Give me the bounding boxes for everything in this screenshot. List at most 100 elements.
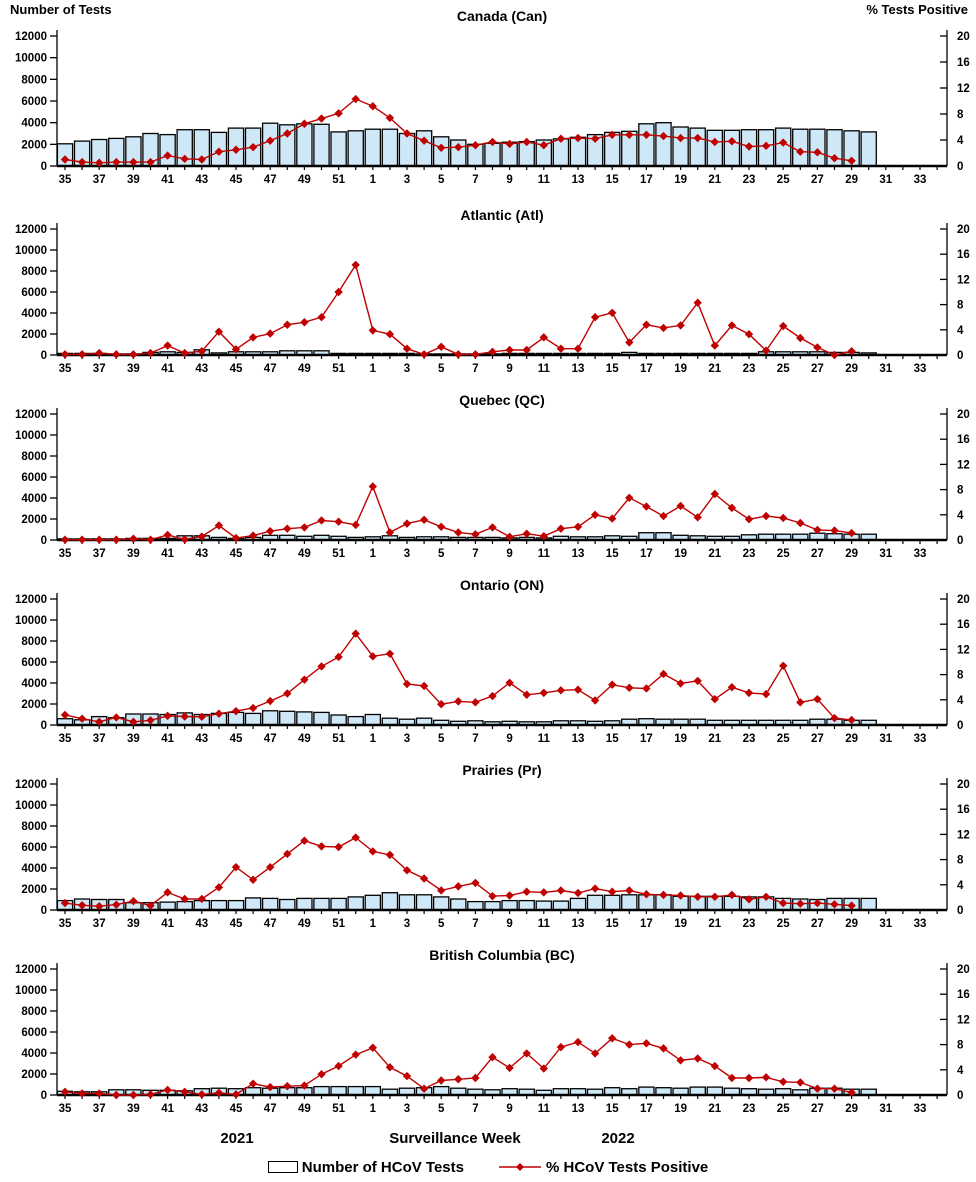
- bar-week-49: [296, 711, 313, 726]
- pct-marker-week-36: [77, 157, 87, 167]
- pct-marker-week-43: [197, 347, 206, 356]
- left-axis-tick: 8000: [21, 266, 47, 278]
- bar-week-48: [279, 898, 296, 911]
- left-axis-tick: 4000: [21, 863, 47, 875]
- pct-marker-week-35: [60, 710, 70, 720]
- pct-marker-week-21: [710, 489, 719, 499]
- left-axis-tick: 0: [41, 1090, 47, 1102]
- bar-week-45: [227, 899, 245, 911]
- week-label: 9: [506, 733, 512, 745]
- pct-marker-week-15: [608, 887, 617, 896]
- bar-week-17: [638, 123, 655, 167]
- week-label: 49: [298, 548, 311, 560]
- week-label: 47: [264, 918, 277, 930]
- right-axis-tick: 12: [957, 459, 970, 471]
- pct-marker-week-50: [317, 1070, 326, 1079]
- pct-marker-week-14: [590, 884, 600, 893]
- week-label: 47: [264, 733, 277, 745]
- left-axis-tick: 6000: [21, 1027, 47, 1039]
- bar-week-51: [330, 714, 347, 726]
- right-axis-tick: 16: [957, 57, 970, 69]
- week-label: 31: [879, 733, 892, 745]
- left-axis-tick: 10000: [15, 615, 47, 627]
- right-axis-tick: 12: [957, 1014, 970, 1026]
- pct-marker-week-43: [197, 1090, 206, 1099]
- legend-item-tests: Number of HCoV Tests: [267, 1158, 464, 1176]
- left-axis-tick: 2000: [21, 1069, 47, 1081]
- week-label: 41: [161, 1103, 174, 1115]
- pct-marker-week-7: [471, 698, 480, 707]
- pct-marker-week-39: [129, 157, 138, 167]
- pct-marker-week-36: [77, 535, 87, 544]
- right-axis-tick: 8: [957, 485, 964, 497]
- pct-marker-week-18: [659, 1044, 668, 1053]
- week-label: 37: [93, 733, 106, 745]
- left-axis-tick: 6000: [21, 96, 47, 108]
- panel-title: Canada (Can): [457, 8, 547, 24]
- left-axis-tick: 4000: [21, 118, 47, 130]
- pct-marker-week-37: [95, 535, 104, 544]
- week-label: 43: [195, 174, 208, 186]
- left-axis-tick: 8000: [21, 821, 47, 833]
- week-label: 33: [914, 174, 927, 186]
- left-axis-tick: 8000: [21, 636, 47, 648]
- pct-marker-week-26: [796, 147, 805, 156]
- bar-week-50: [313, 897, 330, 911]
- bar-week-25: [774, 127, 792, 167]
- left-axis-tick: 8000: [21, 451, 47, 463]
- pct-marker-week-19: [676, 133, 685, 143]
- right-axis-tick: 20: [957, 964, 970, 976]
- week-label: 27: [811, 1103, 824, 1115]
- week-label: 11: [538, 1103, 551, 1115]
- week-label: 21: [708, 174, 721, 186]
- pct-marker-week-10: [522, 1049, 531, 1058]
- week-label: 13: [572, 363, 585, 375]
- pct-marker-week-47: [266, 329, 275, 338]
- right-axis-tick: 4: [957, 1065, 964, 1077]
- pct-marker-week-3: [402, 679, 412, 689]
- pct-marker-week-42: [180, 535, 189, 544]
- left-axis-tick: 0: [41, 720, 47, 732]
- pct-marker-week-12: [556, 1042, 566, 1052]
- bar-week-27: [809, 128, 826, 167]
- pct-marker-week-15: [608, 514, 617, 523]
- week-label: 45: [230, 174, 243, 186]
- pct-marker-week-42: [180, 1087, 189, 1097]
- week-label: 35: [59, 174, 72, 186]
- legend-bar-label: Number of HCoV Tests: [301, 1158, 464, 1176]
- week-label: 17: [640, 548, 653, 560]
- pct-marker-week-16: [625, 130, 634, 139]
- week-label: 7: [472, 733, 478, 745]
- week-label: 33: [914, 363, 927, 375]
- year-label-2022: 2022: [601, 1130, 635, 1147]
- legend-item-pct-positive: % HCoV Tests Positive: [498, 1159, 708, 1176]
- left-axis-tick: 6000: [21, 657, 47, 669]
- bar-week-46: [244, 712, 262, 726]
- week-label: 39: [127, 733, 140, 745]
- left-axis-tick: 4000: [21, 678, 47, 690]
- pct-marker-week-18: [659, 323, 668, 333]
- pct-marker-week-50: [317, 516, 326, 525]
- pct-marker-week-17: [642, 320, 651, 329]
- week-label: 29: [845, 918, 858, 930]
- week-label: 21: [708, 548, 721, 560]
- pct-marker-week-18: [659, 131, 668, 141]
- week-label: 35: [59, 1103, 72, 1115]
- pct-marker-week-22: [727, 683, 737, 692]
- right-axis-tick: 8: [957, 855, 964, 867]
- week-label: 25: [777, 174, 790, 186]
- pct-marker-week-11: [539, 141, 548, 150]
- pct-marker-week-2: [385, 113, 395, 123]
- pct-marker-week-13: [573, 685, 583, 694]
- left-axis-tick: 10000: [15, 985, 47, 997]
- right-axis-tick: 20: [957, 409, 970, 421]
- pct-marker-week-51: [334, 1061, 343, 1071]
- pct-marker-week-10: [522, 137, 531, 147]
- left-axis-tick: 6000: [21, 472, 47, 484]
- bar-week-20: [689, 127, 706, 167]
- pct-marker-week-2: [385, 850, 395, 860]
- pct-marker-week-44: [214, 521, 224, 530]
- pct-marker-week-22: [727, 1073, 737, 1083]
